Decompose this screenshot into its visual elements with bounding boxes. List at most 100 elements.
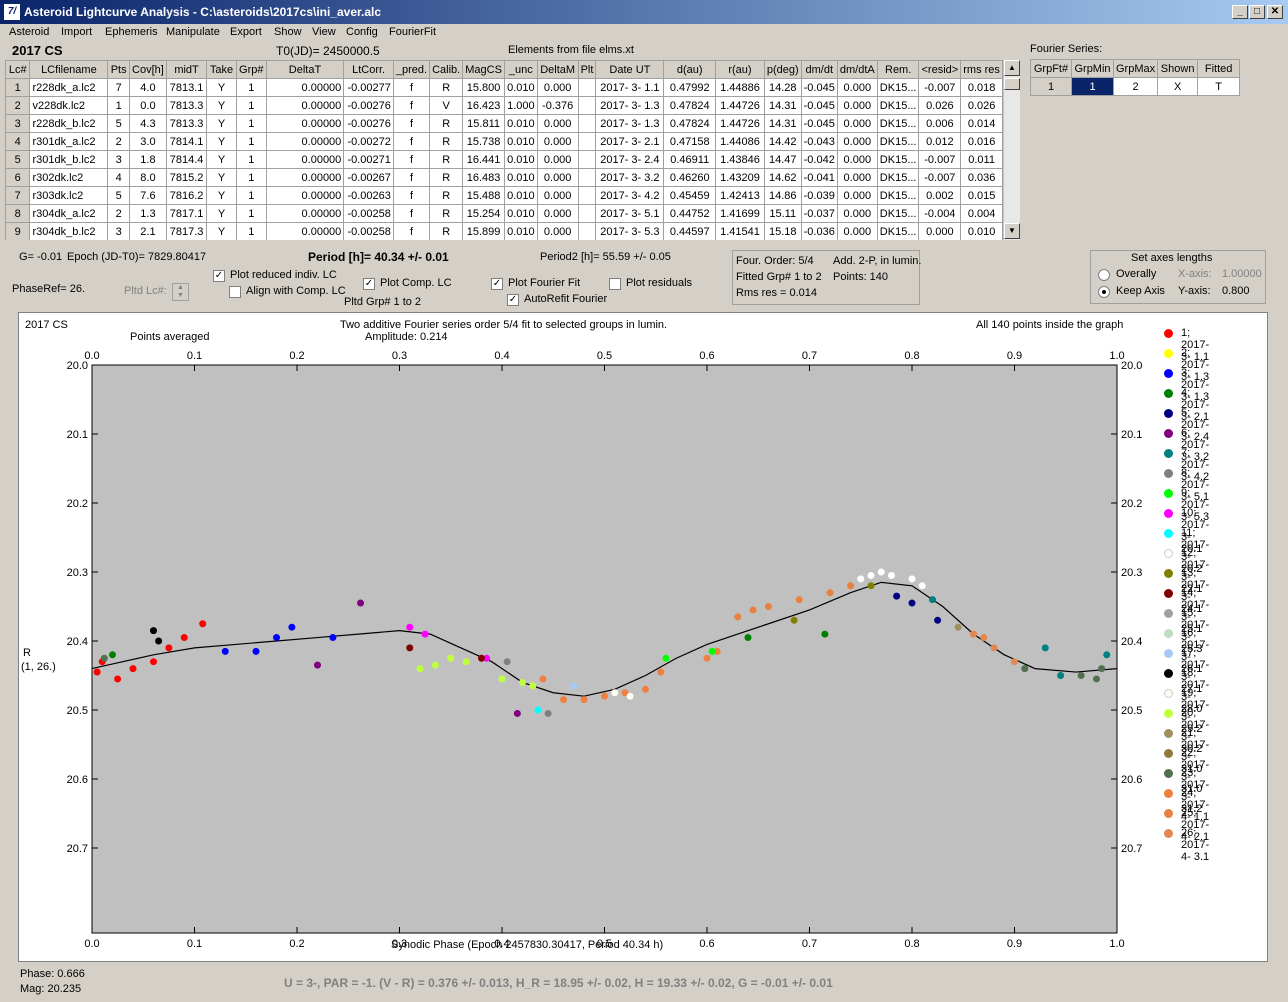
col-header[interactable]: Lc# (5, 60, 31, 79)
menu-ephemeris[interactable]: Ephemeris (105, 26, 158, 38)
menu-asteroid[interactable]: Asteroid (9, 26, 50, 38)
col-header[interactable]: MagCS (462, 60, 505, 79)
table-cell[interactable]: 1.42413 (715, 186, 765, 205)
overally-radio[interactable] (1098, 269, 1110, 281)
table-cell[interactable]: 0.000 (836, 204, 878, 223)
table-cell[interactable]: DK15... (876, 78, 920, 97)
table-cell[interactable]: 15.11 (763, 204, 802, 223)
col-header[interactable]: d(au) (663, 60, 717, 79)
table-cell[interactable]: 7.6 (129, 186, 167, 205)
menu-export[interactable]: Export (230, 26, 262, 38)
table-cell[interactable] (577, 96, 597, 115)
row-header[interactable]: 1 (5, 78, 31, 97)
table-cell[interactable] (577, 150, 597, 169)
table-cell[interactable]: 0.010 (503, 186, 538, 205)
table-cell[interactable]: 1 (235, 132, 267, 151)
table-cell[interactable]: 0.000 (836, 78, 878, 97)
table-cell[interactable]: Y (206, 78, 237, 97)
table-cell[interactable]: -0.00271 (343, 150, 394, 169)
table-cell[interactable]: 1 (235, 114, 267, 133)
table-cell[interactable]: DK15... (876, 114, 920, 133)
table-cell[interactable]: 15.899 (462, 222, 505, 240)
table-cell[interactable]: -0.00276 (343, 96, 394, 115)
col-header[interactable]: p(deg) (763, 60, 802, 79)
table-cell[interactable]: -0.041 (800, 168, 838, 187)
table-cell[interactable]: 2017- 3- 1.1 (595, 78, 665, 97)
table-cell[interactable]: 0.00000 (265, 96, 345, 115)
table-cell[interactable]: -0.00272 (343, 132, 394, 151)
table-cell[interactable]: 0.000 (836, 150, 878, 169)
table-cell[interactable]: 0.000 (836, 186, 878, 205)
table-cell[interactable]: R (429, 78, 464, 97)
table-cell[interactable]: -0.00276 (343, 114, 394, 133)
table-cell[interactable]: 0.010 (503, 114, 538, 133)
table-cell[interactable]: 0.00000 (265, 150, 345, 169)
table-cell[interactable]: 0.000 (536, 78, 579, 97)
table-cell[interactable]: 0.010 (503, 132, 538, 151)
table-cell[interactable]: 4 (107, 168, 131, 187)
col-header[interactable]: rms res (960, 60, 1003, 79)
col-header[interactable]: DeltaT (265, 60, 345, 79)
table-cell[interactable]: 0.026 (918, 96, 962, 115)
table-row[interactable]: 9 r304dk_b.lc2 3 2.1 7817.3 Y 1 0.00000 -0.00258… (5, 222, 1003, 240)
table-cell[interactable]: 2017- 3- 2.4 (595, 150, 665, 169)
table-cell[interactable]: R (429, 132, 464, 151)
col-header[interactable]: Date UT (595, 60, 665, 79)
table-cell[interactable]: Y (206, 132, 237, 151)
table-cell[interactable]: 0.47824 (663, 96, 717, 115)
table-cell[interactable]: -0.036 (800, 222, 838, 240)
table-cell[interactable]: 2017- 3- 5.1 (595, 204, 665, 223)
table-cell[interactable]: 1 (235, 186, 267, 205)
table-cell[interactable]: -0.043 (800, 132, 838, 151)
table-cell[interactable]: 0.00000 (265, 186, 345, 205)
table-cell[interactable]: 2 (107, 132, 131, 151)
table-cell[interactable]: 1.3 (129, 204, 167, 223)
table-row[interactable]: 5 r301dk_b.lc2 3 1.8 7814.4 Y 1 0.00000 -0.00271… (5, 150, 1003, 169)
table-cell[interactable]: Y (206, 96, 237, 115)
table-cell[interactable]: 2017- 3- 4.2 (595, 186, 665, 205)
table-cell[interactable]: 0.010 (503, 78, 538, 97)
row-header[interactable]: 8 (5, 204, 31, 223)
row-header[interactable]: 9 (5, 222, 31, 240)
table-cell[interactable]: 0.010 (960, 222, 1003, 240)
table-cell[interactable]: DK15... (876, 222, 920, 240)
table-cell[interactable]: r228dk_a.lc2 (29, 78, 109, 97)
table-cell[interactable]: 0.018 (960, 78, 1003, 97)
plot-reduced-checkbox[interactable]: ✓ (213, 270, 225, 282)
table-cell[interactable]: -0.007 (918, 150, 962, 169)
table-cell[interactable]: r304dk_a.lc2 (29, 204, 109, 223)
table-cell[interactable]: -0.045 (800, 78, 838, 97)
col-header[interactable]: Cov[h] (129, 60, 167, 79)
table-cell[interactable]: V (429, 96, 464, 115)
table-cell[interactable]: 1.44726 (715, 114, 765, 133)
col-header[interactable]: Take (206, 60, 237, 79)
table-cell[interactable]: DK15... (876, 204, 920, 223)
table-cell[interactable]: 0.036 (960, 168, 1003, 187)
table-cell[interactable]: r304dk_b.lc2 (29, 222, 109, 240)
table-cell[interactable]: 15.488 (462, 186, 505, 205)
table-cell[interactable]: 1 (235, 78, 267, 97)
table-cell[interactable]: 0.46260 (663, 168, 717, 187)
table-cell[interactable]: 7814.4 (165, 150, 208, 169)
fs-cell-grpft[interactable]: 1 (1030, 77, 1072, 96)
table-row[interactable]: 8 r304dk_a.lc2 2 1.3 7817.1 Y 1 0.00000 -0.00258… (5, 204, 1003, 223)
table-cell[interactable]: 14.31 (763, 114, 802, 133)
table-cell[interactable]: 0.000 (836, 132, 878, 151)
table-cell[interactable]: 1.44886 (715, 78, 765, 97)
table-row[interactable]: 3 r228dk_b.lc2 5 4.3 7813.3 Y 1 0.00000 -0.00276… (5, 114, 1003, 133)
table-cell[interactable]: DK15... (876, 96, 920, 115)
table-cell[interactable]: Y (206, 150, 237, 169)
table-cell[interactable]: 2017- 3- 3.2 (595, 168, 665, 187)
table-cell[interactable]: 7813.1 (165, 78, 208, 97)
x-axis-value[interactable]: 1.00000 (1222, 268, 1262, 280)
minimize-button[interactable]: _ (1232, 5, 1248, 19)
table-cell[interactable]: Y (206, 168, 237, 187)
col-header[interactable]: DeltaM (536, 60, 579, 79)
table-cell[interactable]: 1.43846 (715, 150, 765, 169)
table-cell[interactable]: f (392, 96, 431, 115)
col-header[interactable]: dm/dtA (836, 60, 878, 79)
table-cell[interactable]: 1.000 (503, 96, 538, 115)
table-cell[interactable]: 14.62 (763, 168, 802, 187)
table-cell[interactable]: 0.44752 (663, 204, 717, 223)
table-cell[interactable]: 1 (107, 96, 131, 115)
